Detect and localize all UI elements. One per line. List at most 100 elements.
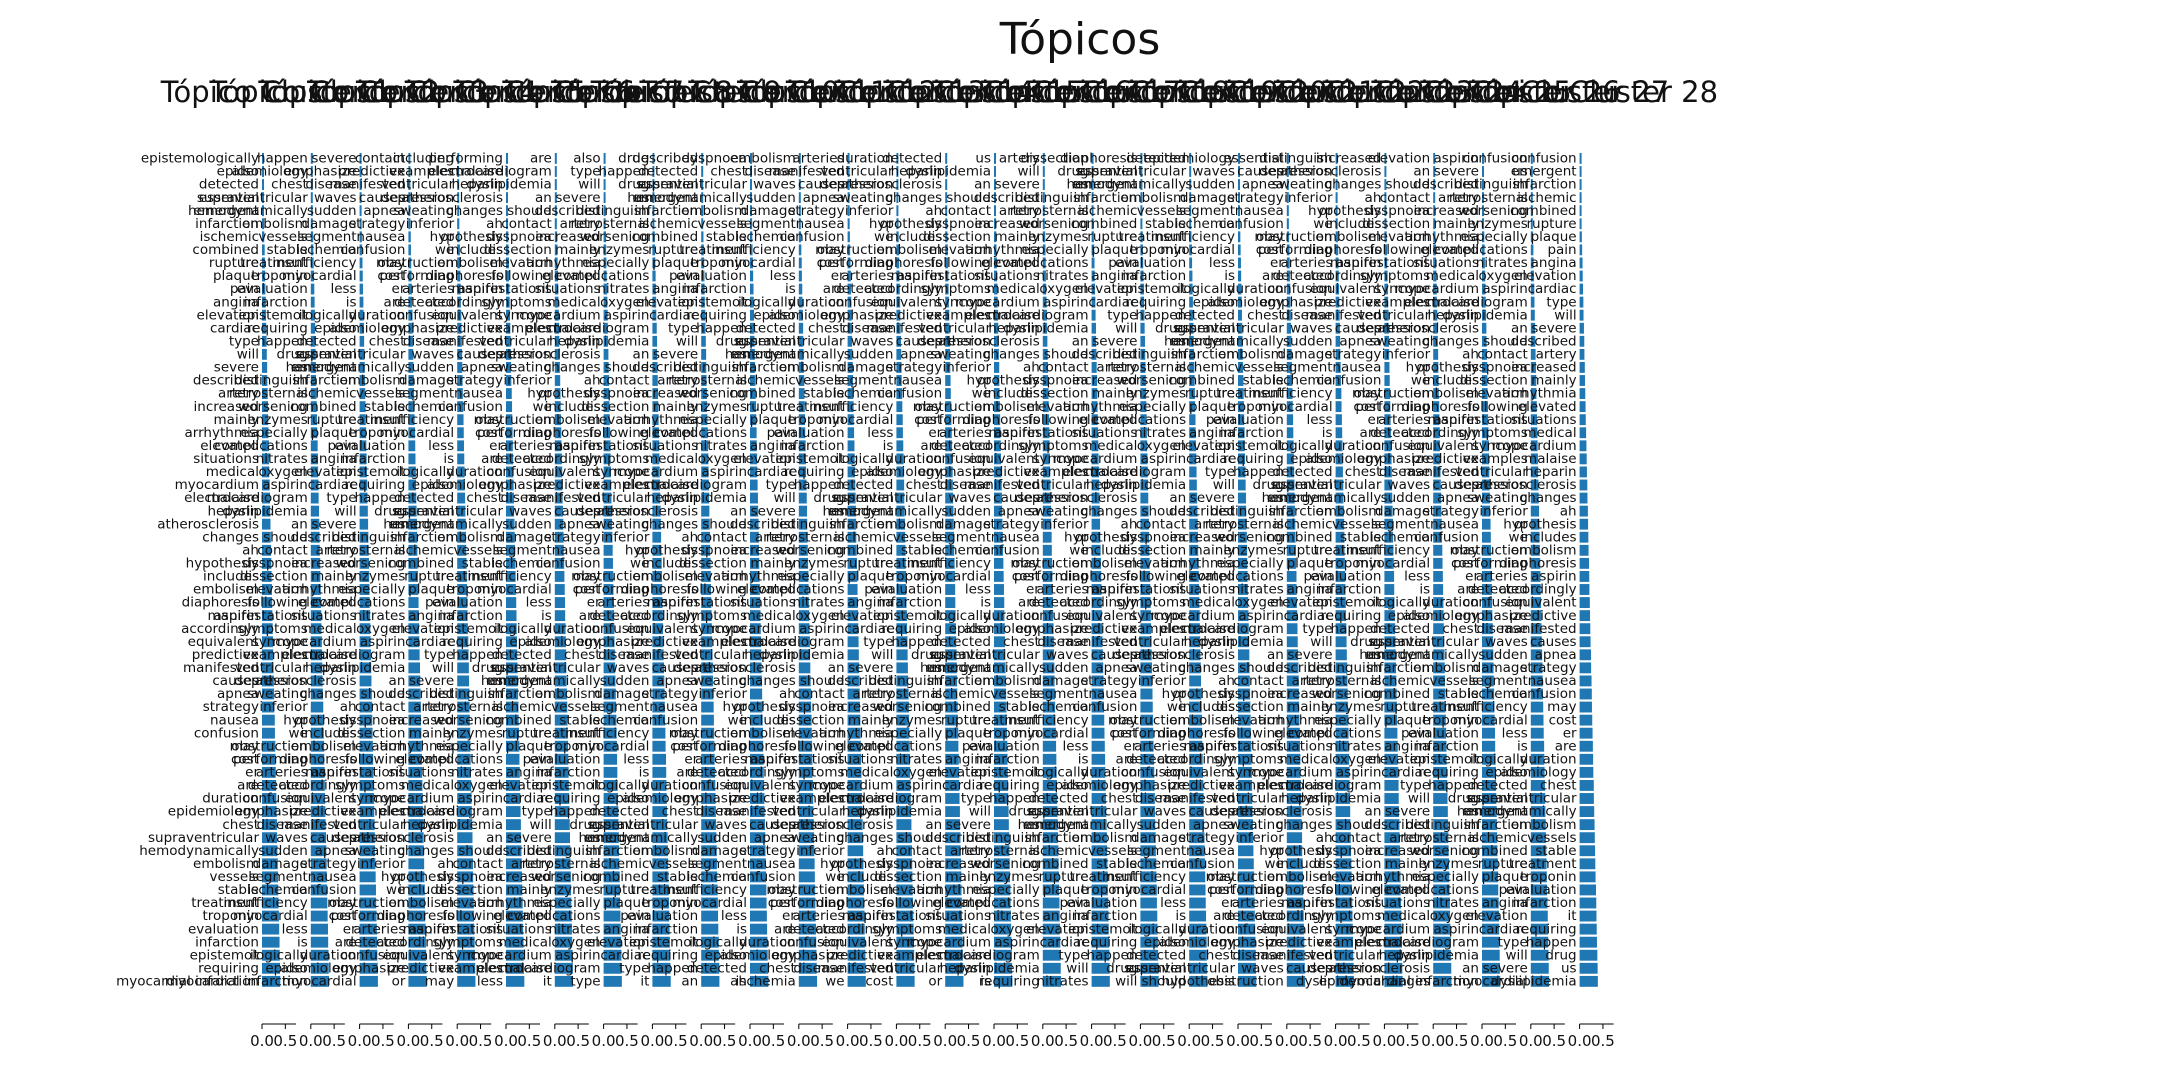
word-label: examples xyxy=(487,320,552,336)
bar xyxy=(506,793,521,804)
word-label: emergent xyxy=(388,516,454,532)
word-label: diaphoresis xyxy=(279,751,356,767)
bar xyxy=(603,766,618,778)
bar xyxy=(310,766,325,778)
x-tick-label: 0.0 xyxy=(1080,1032,1104,1050)
word-label: dyslipidemia xyxy=(466,177,551,193)
x-tick-label: 0.0 xyxy=(299,1032,323,1050)
bar xyxy=(506,205,508,217)
bar xyxy=(506,492,514,504)
word-label: manifestations xyxy=(452,281,552,297)
bar xyxy=(457,610,468,622)
word-label: ventricular xyxy=(479,333,552,349)
bar xyxy=(506,832,522,844)
word-label: ischemic xyxy=(297,386,356,402)
word-label: plaque xyxy=(311,425,357,441)
bar xyxy=(359,636,371,648)
word-label: confusion xyxy=(291,882,356,898)
bar xyxy=(1140,910,1158,922)
bar xyxy=(457,597,468,608)
bar xyxy=(262,518,271,530)
bar xyxy=(506,623,517,635)
bar xyxy=(603,753,618,765)
bar xyxy=(457,479,465,491)
bar xyxy=(359,544,369,556)
bar xyxy=(262,322,267,334)
word-label: ventricular xyxy=(332,817,405,833)
bar xyxy=(652,322,657,334)
bar xyxy=(310,231,314,243)
word-label: epistemologically xyxy=(336,464,454,480)
bar xyxy=(310,218,313,230)
panel-title-1: Tópico Cluster 1 xyxy=(160,75,392,109)
word-label: an xyxy=(389,673,406,689)
bar xyxy=(1091,518,1101,530)
bar xyxy=(457,544,467,556)
bar xyxy=(310,753,325,765)
x-tick-label: 0.0 xyxy=(1372,1032,1396,1050)
word-label: elevation xyxy=(489,255,551,271)
bar xyxy=(554,309,559,321)
bar xyxy=(310,388,317,399)
bar xyxy=(359,309,364,321)
word-label: examples xyxy=(243,647,308,663)
bar xyxy=(1433,806,1448,817)
word-label: infarction xyxy=(439,608,503,624)
bar xyxy=(310,936,329,948)
bar xyxy=(1579,571,1590,582)
word-label: dyspnoea xyxy=(437,869,503,885)
bar xyxy=(457,322,462,334)
bar xyxy=(506,166,508,177)
word-label: supraventricular xyxy=(148,830,259,846)
word-label: changes xyxy=(300,686,357,702)
word-label: troponin xyxy=(349,425,406,441)
word-label: mainly xyxy=(214,412,259,428)
x-tick-label: 0.0 xyxy=(348,1032,372,1050)
word-label: duration xyxy=(349,307,406,323)
word-label: enzymes xyxy=(247,412,307,428)
word-label: waves xyxy=(509,503,552,519)
bar xyxy=(506,440,513,452)
word-label: stable xyxy=(462,556,503,572)
bar xyxy=(1579,401,1586,413)
bar xyxy=(652,766,667,778)
word-label: we xyxy=(386,882,405,898)
word-label: equivalent xyxy=(285,791,356,807)
word-label: situations xyxy=(193,451,259,467)
bar xyxy=(1579,714,1593,726)
bar xyxy=(359,257,363,269)
bar xyxy=(310,871,327,883)
bar xyxy=(603,153,606,164)
bar xyxy=(1530,714,1544,726)
bar xyxy=(359,492,368,504)
bar xyxy=(457,936,475,948)
bar xyxy=(262,753,276,765)
bar xyxy=(457,584,468,595)
x-tick-label: 0.0 xyxy=(836,1032,860,1050)
word-label: infarction xyxy=(488,686,552,702)
word-label: er xyxy=(343,921,357,937)
bar xyxy=(457,845,473,857)
bar xyxy=(262,819,277,831)
bar xyxy=(457,571,467,582)
x-tick-label: 0.5 xyxy=(1103,1032,1127,1050)
bar xyxy=(554,401,561,413)
word-label: are xyxy=(335,934,357,950)
bar xyxy=(1384,780,1399,791)
bar xyxy=(262,153,264,164)
word-label: will xyxy=(432,660,454,676)
bar xyxy=(1579,531,1589,543)
word-label: changes xyxy=(446,203,503,219)
bar xyxy=(408,662,421,674)
bar xyxy=(1579,192,1582,204)
word-label: us xyxy=(292,360,308,376)
bar xyxy=(506,740,520,752)
word-label: sudden xyxy=(405,360,455,376)
bar xyxy=(457,179,460,190)
bar xyxy=(1579,362,1585,373)
word-label: cardiac xyxy=(405,634,454,650)
word-label: causes xyxy=(310,830,357,846)
x-tick-label: 0.5 xyxy=(908,1032,932,1050)
bar xyxy=(506,466,514,478)
bar xyxy=(262,244,265,256)
